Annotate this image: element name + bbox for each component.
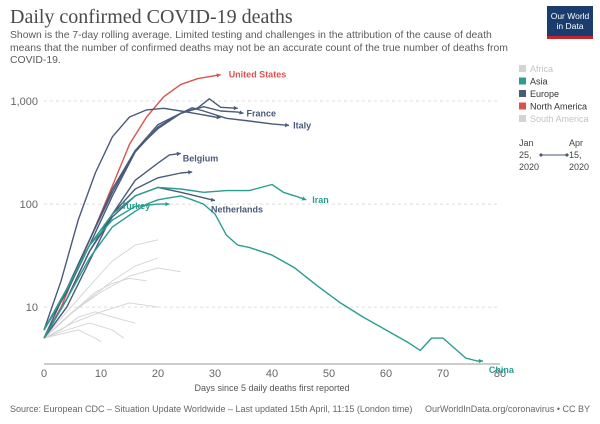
series-end-arrow xyxy=(239,110,244,115)
series-end-arrow xyxy=(301,196,307,201)
series-labels: United States France Italy Belgium Netherlan… xyxy=(121,70,514,375)
x-axis-ticks: 0 10 20 30 40 50 60 70 80 xyxy=(41,368,506,380)
series-group xyxy=(43,73,483,364)
series-label-china[interactable]: China xyxy=(489,365,515,375)
x-axis-label: Days since 5 daily deaths first reported xyxy=(194,383,349,393)
series-line-spain[interactable] xyxy=(43,107,221,331)
timeline-end-handle[interactable] xyxy=(565,153,569,157)
series-line-united-kingdom[interactable] xyxy=(43,98,238,331)
series-end-arrow xyxy=(284,122,290,128)
legend-item-europe[interactable]: Europe xyxy=(530,89,559,99)
series-line-other-e[interactable] xyxy=(43,277,147,339)
timeline-control: Jan 25, 2020 Apr 15, 2020 xyxy=(519,138,589,172)
chart-subtitle: Shown is the 7-day rolling average. Limi… xyxy=(10,30,508,66)
logo-line-2: in Data xyxy=(556,21,584,31)
series-end-arrow xyxy=(210,197,215,202)
legend-swatch xyxy=(519,115,526,122)
series-label-netherlands[interactable]: Netherlands xyxy=(211,205,263,215)
x-tick-label: 10 xyxy=(95,368,107,380)
series-line-other-b[interactable] xyxy=(43,257,159,339)
series-label-italy[interactable]: Italy xyxy=(293,120,311,130)
x-tick-label: 80 xyxy=(494,368,506,380)
source-url[interactable]: OurWorldInData.org/coronavirus • CC BY xyxy=(424,404,590,414)
legend: Africa Asia Europe North America South Ameri… xyxy=(519,64,589,124)
legend-item-south-america[interactable]: South America xyxy=(530,114,589,124)
series-label-belgium[interactable]: Belgium xyxy=(183,153,219,163)
timeline-start-year: 2020 xyxy=(519,162,539,172)
series-line-italy[interactable] xyxy=(43,107,290,339)
logo-line-1: Our World xyxy=(550,11,590,21)
legend-swatch xyxy=(519,77,526,85)
y-axis-ticks: 10 100 1,000 xyxy=(10,96,38,314)
y-tick-label: 10 xyxy=(26,302,38,314)
legend-item-africa[interactable]: Africa xyxy=(530,64,553,74)
legend-swatch xyxy=(519,102,526,110)
series-line-other-h[interactable] xyxy=(43,329,102,343)
legend-item-asia[interactable]: Asia xyxy=(530,77,548,87)
timeline-start-day: 25, xyxy=(519,150,532,160)
series-end-arrow xyxy=(176,151,181,157)
series-label-france[interactable]: France xyxy=(247,108,277,118)
series-end-arrow xyxy=(216,73,221,78)
x-tick-label: 40 xyxy=(266,368,278,380)
timeline-start-month: Jan xyxy=(519,138,534,148)
legend-item-north-america[interactable]: North America xyxy=(530,102,587,112)
timeline-end-month: Apr xyxy=(569,138,583,148)
series-label-turkey[interactable]: Turkey xyxy=(121,201,150,211)
x-tick-label: 50 xyxy=(323,368,335,380)
series-label-united-states[interactable]: United States xyxy=(229,70,287,80)
timeline-end-day: 15, xyxy=(569,150,582,160)
series-line-other-d[interactable] xyxy=(43,322,125,339)
series-end-arrow xyxy=(216,115,221,120)
chart-grid xyxy=(44,100,500,308)
series-line-other-f[interactable] xyxy=(43,311,136,339)
x-tick-label: 20 xyxy=(152,368,164,380)
series-end-arrow xyxy=(188,170,193,175)
y-tick-label: 1,000 xyxy=(10,96,38,108)
owid-logo[interactable]: Our World in Data xyxy=(547,6,593,39)
series-end-arrow xyxy=(233,105,238,111)
series-label-iran[interactable]: Iran xyxy=(312,195,329,205)
timeline-end-year: 2020 xyxy=(569,162,589,172)
y-tick-label: 100 xyxy=(20,199,38,211)
x-tick-label: 60 xyxy=(380,368,392,380)
series-line-iran[interactable] xyxy=(43,183,307,331)
x-tick-label: 0 xyxy=(41,368,47,380)
series-line-germany[interactable] xyxy=(43,171,193,339)
series-line-china[interactable] xyxy=(43,195,483,362)
legend-swatch xyxy=(519,65,526,72)
series-line-other-g[interactable] xyxy=(43,239,159,339)
source-note: Source: European CDC – Situation Update … xyxy=(10,404,413,414)
series-end-arrow xyxy=(478,358,483,364)
series-end-arrow xyxy=(165,201,170,207)
chart-title: Daily confirmed COVID-19 deaths xyxy=(10,6,293,28)
x-tick-label: 30 xyxy=(209,368,221,380)
series-line-belgium[interactable] xyxy=(43,152,181,339)
legend-swatch xyxy=(519,90,526,97)
x-tick-label: 70 xyxy=(437,368,449,380)
timeline-start-handle[interactable] xyxy=(539,153,543,157)
